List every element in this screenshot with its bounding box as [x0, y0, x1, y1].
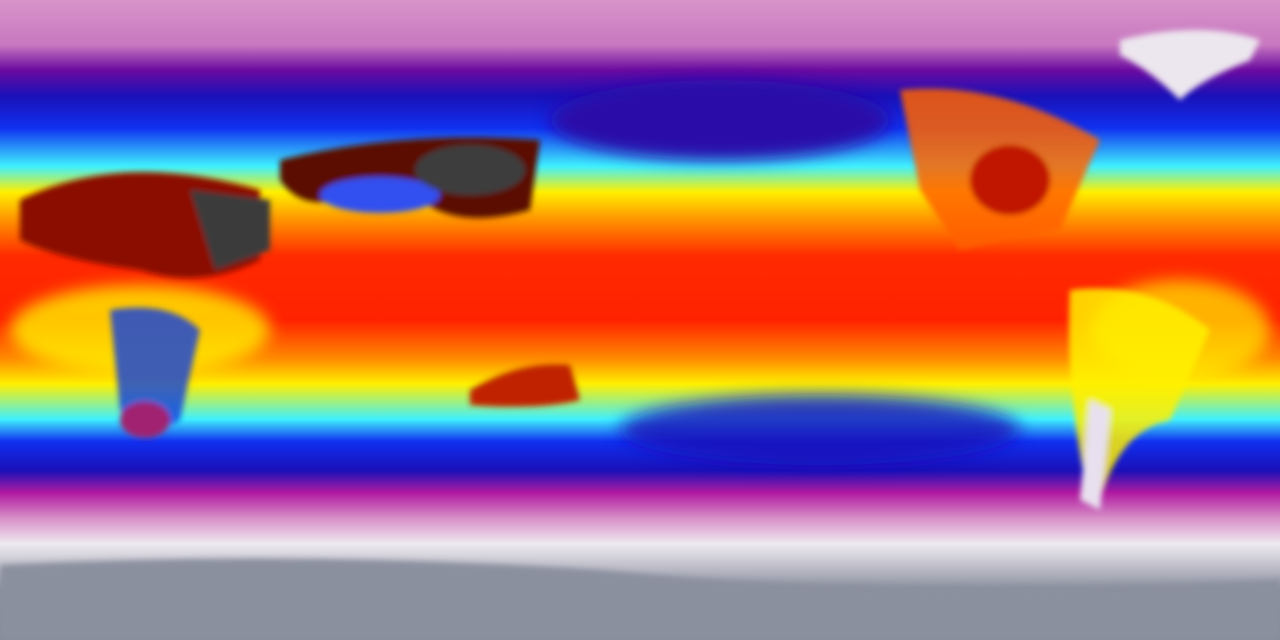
arabia-dark	[190, 190, 270, 270]
land-masses	[0, 30, 1280, 640]
antarctica	[0, 558, 1280, 640]
tibet-cold	[320, 177, 440, 213]
gobi-dark	[415, 145, 525, 195]
greenland	[1120, 30, 1260, 100]
south-africa-cold	[120, 402, 170, 438]
australia	[470, 364, 580, 407]
north-america-hot	[970, 145, 1050, 215]
andes-patagonia	[1080, 400, 1110, 510]
ocean-features	[10, 80, 1270, 465]
southern-africa	[110, 307, 200, 428]
